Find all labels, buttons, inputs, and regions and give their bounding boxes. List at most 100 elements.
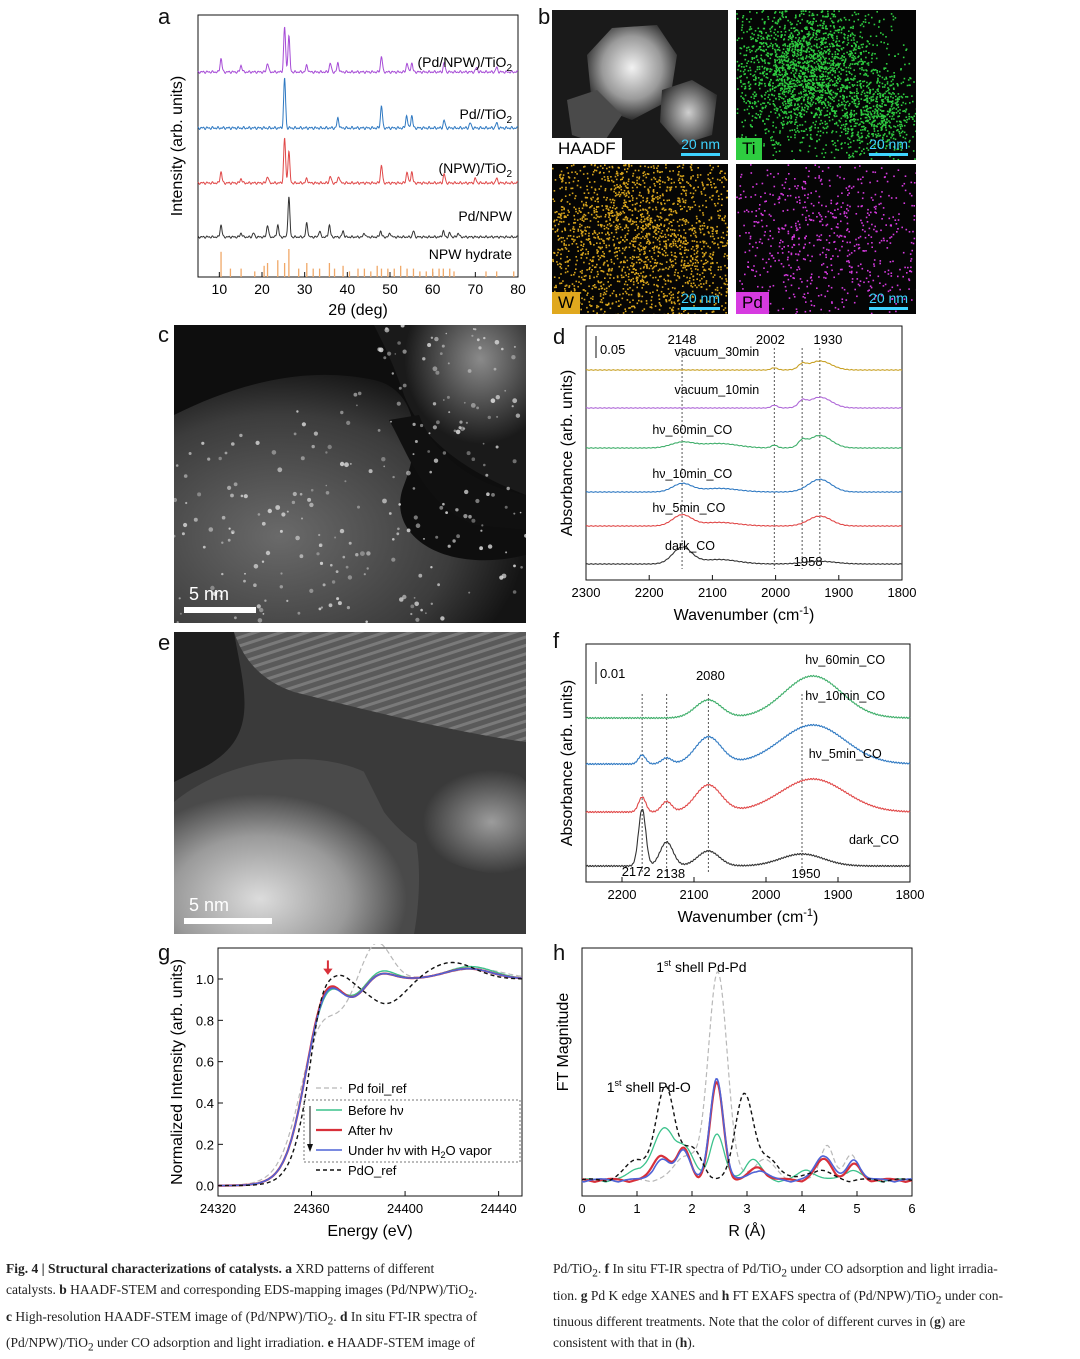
eds-dot (811, 126, 813, 128)
eds-dot (628, 221, 630, 223)
eds-dot (560, 258, 562, 260)
eds-dot (750, 26, 752, 28)
eds-dot (810, 276, 812, 278)
eds-dot (860, 73, 862, 75)
eds-dot (898, 53, 900, 55)
eds-dot (651, 304, 653, 306)
eds-dot (829, 51, 831, 53)
eds-dot (769, 45, 771, 47)
eds-dot (915, 131, 916, 133)
eds-dot (642, 200, 644, 202)
eds-dot (706, 313, 708, 314)
eds-dot (625, 235, 627, 237)
eds-dot (904, 120, 906, 122)
eds-dot (862, 61, 864, 63)
eds-dot (854, 12, 856, 14)
eds-dot (606, 205, 608, 207)
eds-dot (624, 237, 626, 239)
eds-dot (782, 65, 784, 67)
eds-dot (583, 243, 585, 245)
eds-dot (660, 195, 662, 197)
eds-dot (807, 194, 809, 196)
eds-dot (742, 288, 744, 290)
eds-dot (783, 64, 785, 66)
eds-dot (826, 132, 828, 134)
eds-dot (690, 228, 692, 230)
eds-dot (898, 93, 900, 95)
eds-dot (794, 129, 796, 131)
eds-dot (663, 279, 665, 281)
eds-dot (810, 57, 812, 59)
eds-dot (906, 119, 908, 121)
eds-dot (589, 275, 591, 277)
eds-dot (573, 222, 575, 224)
eds-dot (631, 272, 633, 274)
eds-dot (561, 206, 563, 208)
eds-dot (809, 54, 811, 56)
eds-dot (849, 56, 851, 58)
eds-dot (600, 224, 602, 226)
eds-dot (659, 252, 661, 254)
eds-dot (691, 283, 693, 285)
eds-dot (800, 52, 802, 54)
eds-dot (800, 43, 802, 45)
eds-dot (844, 105, 846, 107)
eds-dot (754, 221, 756, 223)
eds-dot (811, 15, 813, 17)
eds-dot (563, 244, 565, 246)
eds-dot (786, 11, 788, 13)
eds-dot (671, 182, 673, 184)
eds-dot (611, 180, 613, 182)
eds-dot (876, 70, 878, 72)
eds-dot (834, 85, 836, 87)
eds-dot (899, 124, 901, 126)
eds-dot (790, 86, 792, 88)
eds-dot (610, 274, 612, 276)
eds-dot (832, 43, 834, 45)
eds-dot (654, 252, 656, 254)
eds-dot (597, 216, 599, 218)
eds-dot (800, 66, 802, 68)
eds-dot (741, 63, 743, 65)
eds-dot (861, 98, 863, 100)
eds-dot (827, 86, 829, 88)
eds-dot (827, 114, 829, 116)
eds-dot (810, 192, 812, 194)
eds-dot (609, 207, 611, 209)
eds-dot (622, 298, 624, 300)
eds-dot (830, 91, 832, 93)
eds-dot (818, 202, 820, 204)
eds-dot (835, 64, 837, 66)
eds-dot (834, 70, 836, 72)
eds-dot (673, 297, 675, 299)
eds-dot (703, 246, 705, 248)
eds-dot (575, 211, 577, 213)
eds-dot (844, 17, 846, 19)
eds-dot (851, 110, 853, 112)
eds-dot (646, 236, 648, 238)
eds-dot (593, 171, 595, 173)
eds-dot (846, 74, 848, 76)
eds-dot (784, 86, 786, 88)
eds-dot (820, 58, 822, 60)
eds-dot (805, 183, 807, 185)
eds-dot (826, 46, 828, 48)
eds-dot (703, 263, 705, 265)
eds-dot (665, 283, 667, 285)
eds-dot (712, 227, 714, 229)
eds-dot (866, 46, 868, 48)
eds-dot (786, 64, 788, 66)
eds-dot (873, 133, 875, 135)
eds-dot (845, 60, 847, 62)
eds-dot (725, 295, 727, 297)
eds-dot (586, 269, 588, 271)
eds-dot (852, 55, 854, 57)
eds-dot (786, 51, 788, 53)
eds-dot (891, 85, 893, 87)
eds-dot (702, 266, 704, 268)
eds-dot (837, 78, 839, 80)
eds-dot (813, 51, 815, 53)
eds-dot (582, 208, 584, 210)
eds-dot (803, 50, 805, 52)
eds-dot (893, 126, 895, 128)
